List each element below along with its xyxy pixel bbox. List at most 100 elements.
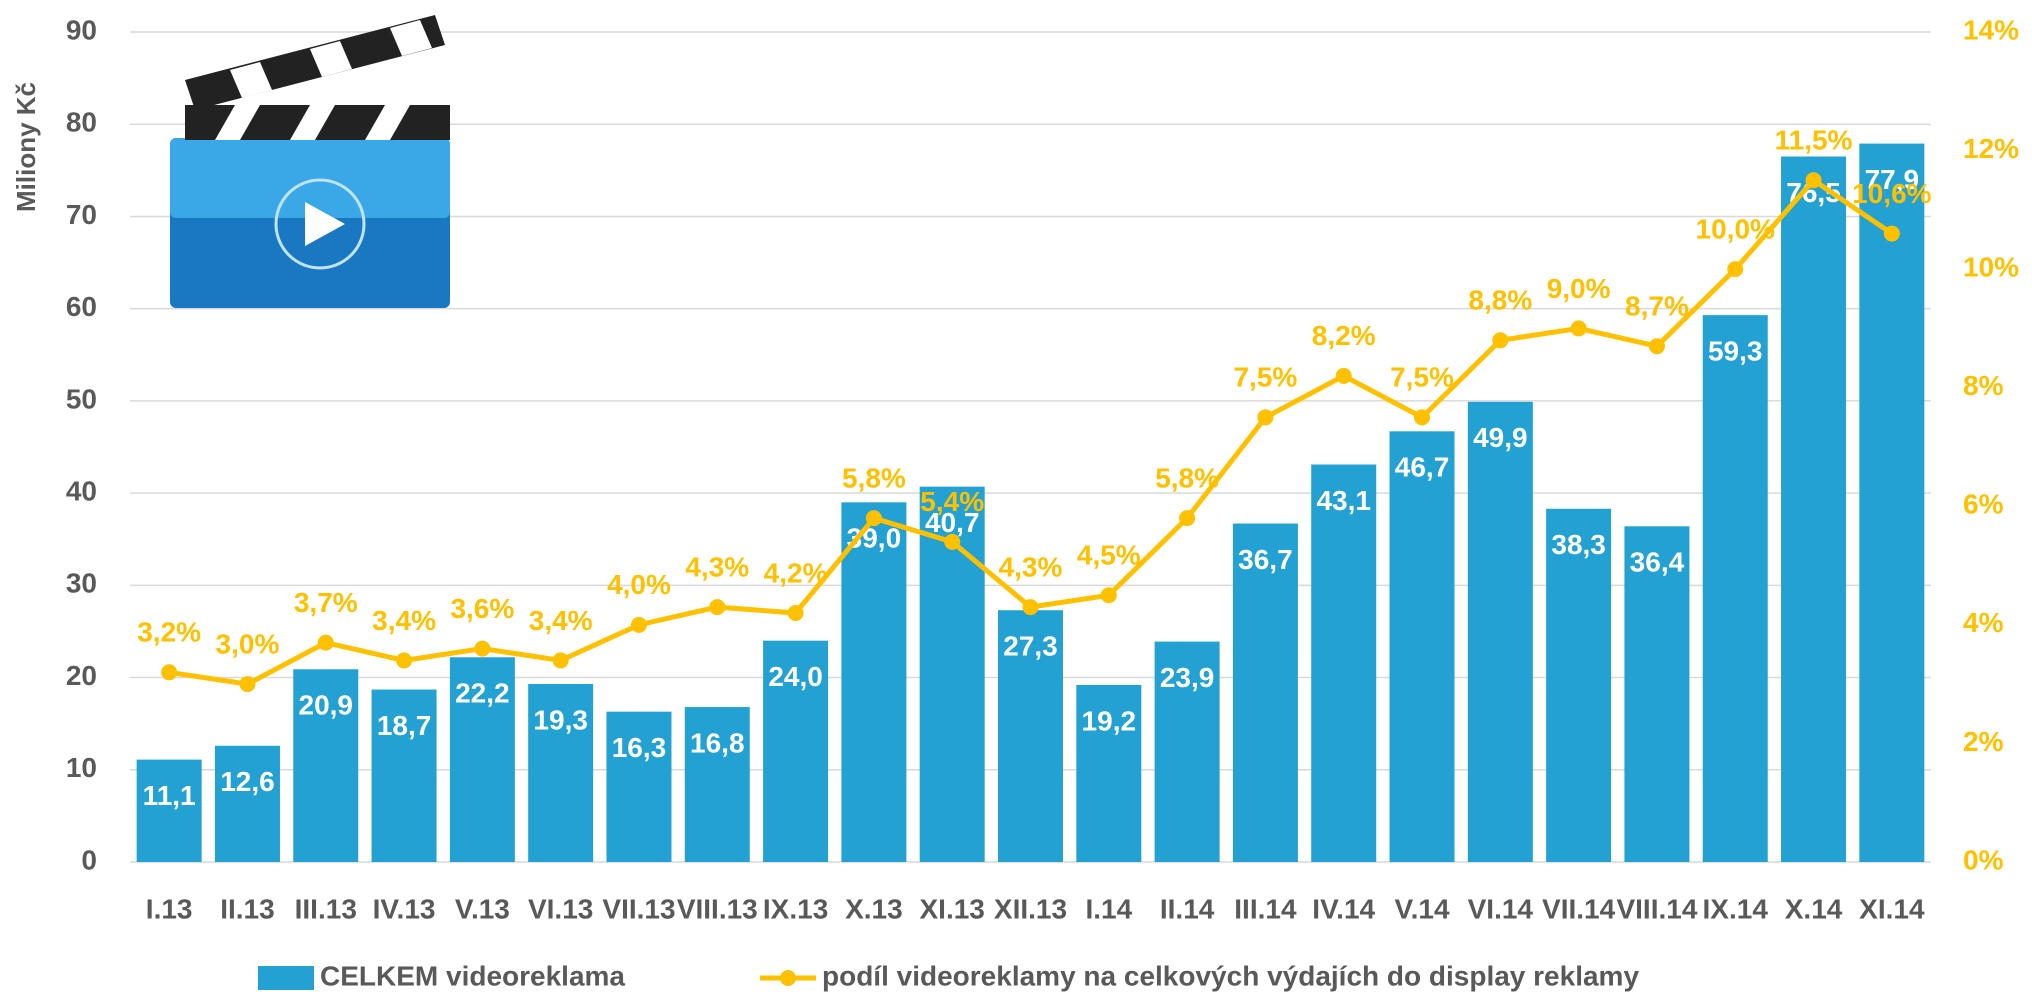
bar-value-label: 36,4 (1630, 547, 1685, 578)
x-tick-label: I.14 (1085, 893, 1132, 924)
line-value-label: 4,3% (685, 551, 749, 582)
bar (215, 746, 280, 862)
x-tick-label: IX.13 (763, 893, 828, 924)
x-tick-label: VI.14 (1468, 893, 1534, 924)
line-marker (1414, 409, 1430, 425)
bar-value-label: 20,9 (299, 690, 354, 721)
line-value-label: 10,0% (1696, 214, 1775, 245)
line-value-label: 4,0% (607, 569, 671, 600)
y-tick-label: 30 (66, 568, 97, 599)
bar-value-label: 19,3 (533, 704, 588, 735)
line-value-label: 7,5% (1390, 362, 1454, 393)
y-tick-label: 90 (66, 14, 97, 45)
line-value-label: 3,4% (529, 605, 593, 636)
y-tick-label: 60 (66, 291, 97, 322)
bar-value-label: 23,9 (1160, 662, 1215, 693)
line-value-label: 11,5% (1775, 125, 1853, 156)
bar-value-label: 24,0 (768, 661, 823, 692)
line-marker (1571, 320, 1587, 336)
line-marker (631, 617, 647, 633)
bar (1390, 431, 1455, 862)
line-marker (396, 652, 412, 668)
x-tick-label: IV.13 (373, 893, 436, 924)
x-tick-label: XI.13 (920, 893, 985, 924)
line-value-label: 3,6% (450, 593, 514, 624)
line-marker (944, 534, 960, 550)
line-marker (1649, 338, 1665, 354)
y-tick-label: 10 (66, 752, 97, 783)
legend-swatch (258, 966, 314, 990)
bar-value-label: 11,1 (143, 780, 196, 811)
x-tick-label: XII.13 (994, 893, 1067, 924)
x-tick-label: I.13 (146, 893, 193, 924)
line-value-label: 4,3% (999, 551, 1063, 582)
x-tick-label: III.14 (1234, 893, 1297, 924)
bar-value-label: 38,3 (1551, 529, 1606, 560)
bar-value-label: 18,7 (377, 710, 432, 741)
line-marker (1257, 409, 1273, 425)
x-tick-label: X.13 (845, 893, 903, 924)
x-tick-label: IV.14 (1312, 893, 1375, 924)
bar-value-label: 16,3 (612, 732, 667, 763)
line-value-label: 3,2% (137, 617, 201, 648)
line-marker (1101, 587, 1117, 603)
bar-value-label: 49,9 (1473, 422, 1528, 453)
x-tick-label: XI.14 (1859, 893, 1925, 924)
bar (1546, 509, 1611, 862)
y-tick-label: 70 (66, 199, 97, 230)
legend-label: CELKEM videoreklama (320, 960, 625, 991)
line-marker (474, 641, 490, 657)
x-tick-label: VIII.14 (1616, 893, 1697, 924)
y2-tick-label: 6% (1963, 489, 2004, 520)
bar (841, 502, 906, 862)
line-marker (1727, 261, 1743, 277)
y2-tick-label: 4% (1963, 607, 2004, 638)
line-marker (866, 510, 882, 526)
bar-value-label: 22,2 (455, 678, 510, 709)
line-marker (553, 652, 569, 668)
line-value-label: 3,7% (294, 587, 358, 618)
bar (1703, 315, 1768, 862)
bar (1311, 465, 1376, 862)
bar (1468, 402, 1533, 862)
bar-value-label: 16,8 (690, 727, 745, 758)
y-tick-label: 40 (66, 476, 97, 507)
y-axis-label: Miliony Kč (11, 82, 41, 212)
line-marker (1884, 226, 1900, 242)
bar-value-label: 59,3 (1708, 336, 1763, 367)
line-value-label: 5,4% (920, 486, 984, 517)
x-tick-label: VII.14 (1542, 893, 1616, 924)
line-marker (788, 605, 804, 621)
line-marker (1023, 599, 1039, 615)
x-tick-label: V.13 (455, 893, 510, 924)
clapperboard-icon (170, 15, 450, 308)
line-marker (318, 635, 334, 651)
bar (1859, 144, 1924, 862)
x-tick-label: IX.14 (1703, 893, 1769, 924)
y-tick-label: 50 (66, 383, 97, 414)
x-tick-label: III.13 (295, 893, 357, 924)
line-marker (1806, 172, 1822, 188)
y2-tick-label: 0% (1963, 844, 2004, 875)
bar (1781, 157, 1846, 863)
bar-value-label: 36,7 (1238, 544, 1293, 575)
line-value-label: 8,8% (1468, 285, 1532, 316)
bar-value-label: 43,1 (1316, 485, 1371, 516)
line-value-label: 8,2% (1312, 320, 1376, 351)
line-value-label: 4,2% (764, 557, 828, 588)
legend-label: podíl videoreklamy na celkových výdajích… (822, 960, 1639, 991)
y2-tick-label: 2% (1963, 726, 2004, 757)
y-tick-label: 80 (66, 107, 97, 138)
line-value-label: 8,7% (1625, 291, 1689, 322)
line-value-label: 5,8% (842, 463, 906, 494)
x-tick-label: II.14 (1160, 893, 1215, 924)
y-tick-label: 0 (81, 844, 97, 875)
line-marker (161, 664, 177, 680)
x-tick-label: V.14 (1395, 893, 1450, 924)
line-marker (1336, 368, 1352, 384)
line-value-label: 5,8% (1155, 463, 1219, 494)
bar-value-label: 27,3 (1003, 631, 1058, 662)
x-tick-label: VI.13 (528, 893, 593, 924)
line-marker (1492, 332, 1508, 348)
line-marker (1179, 510, 1195, 526)
